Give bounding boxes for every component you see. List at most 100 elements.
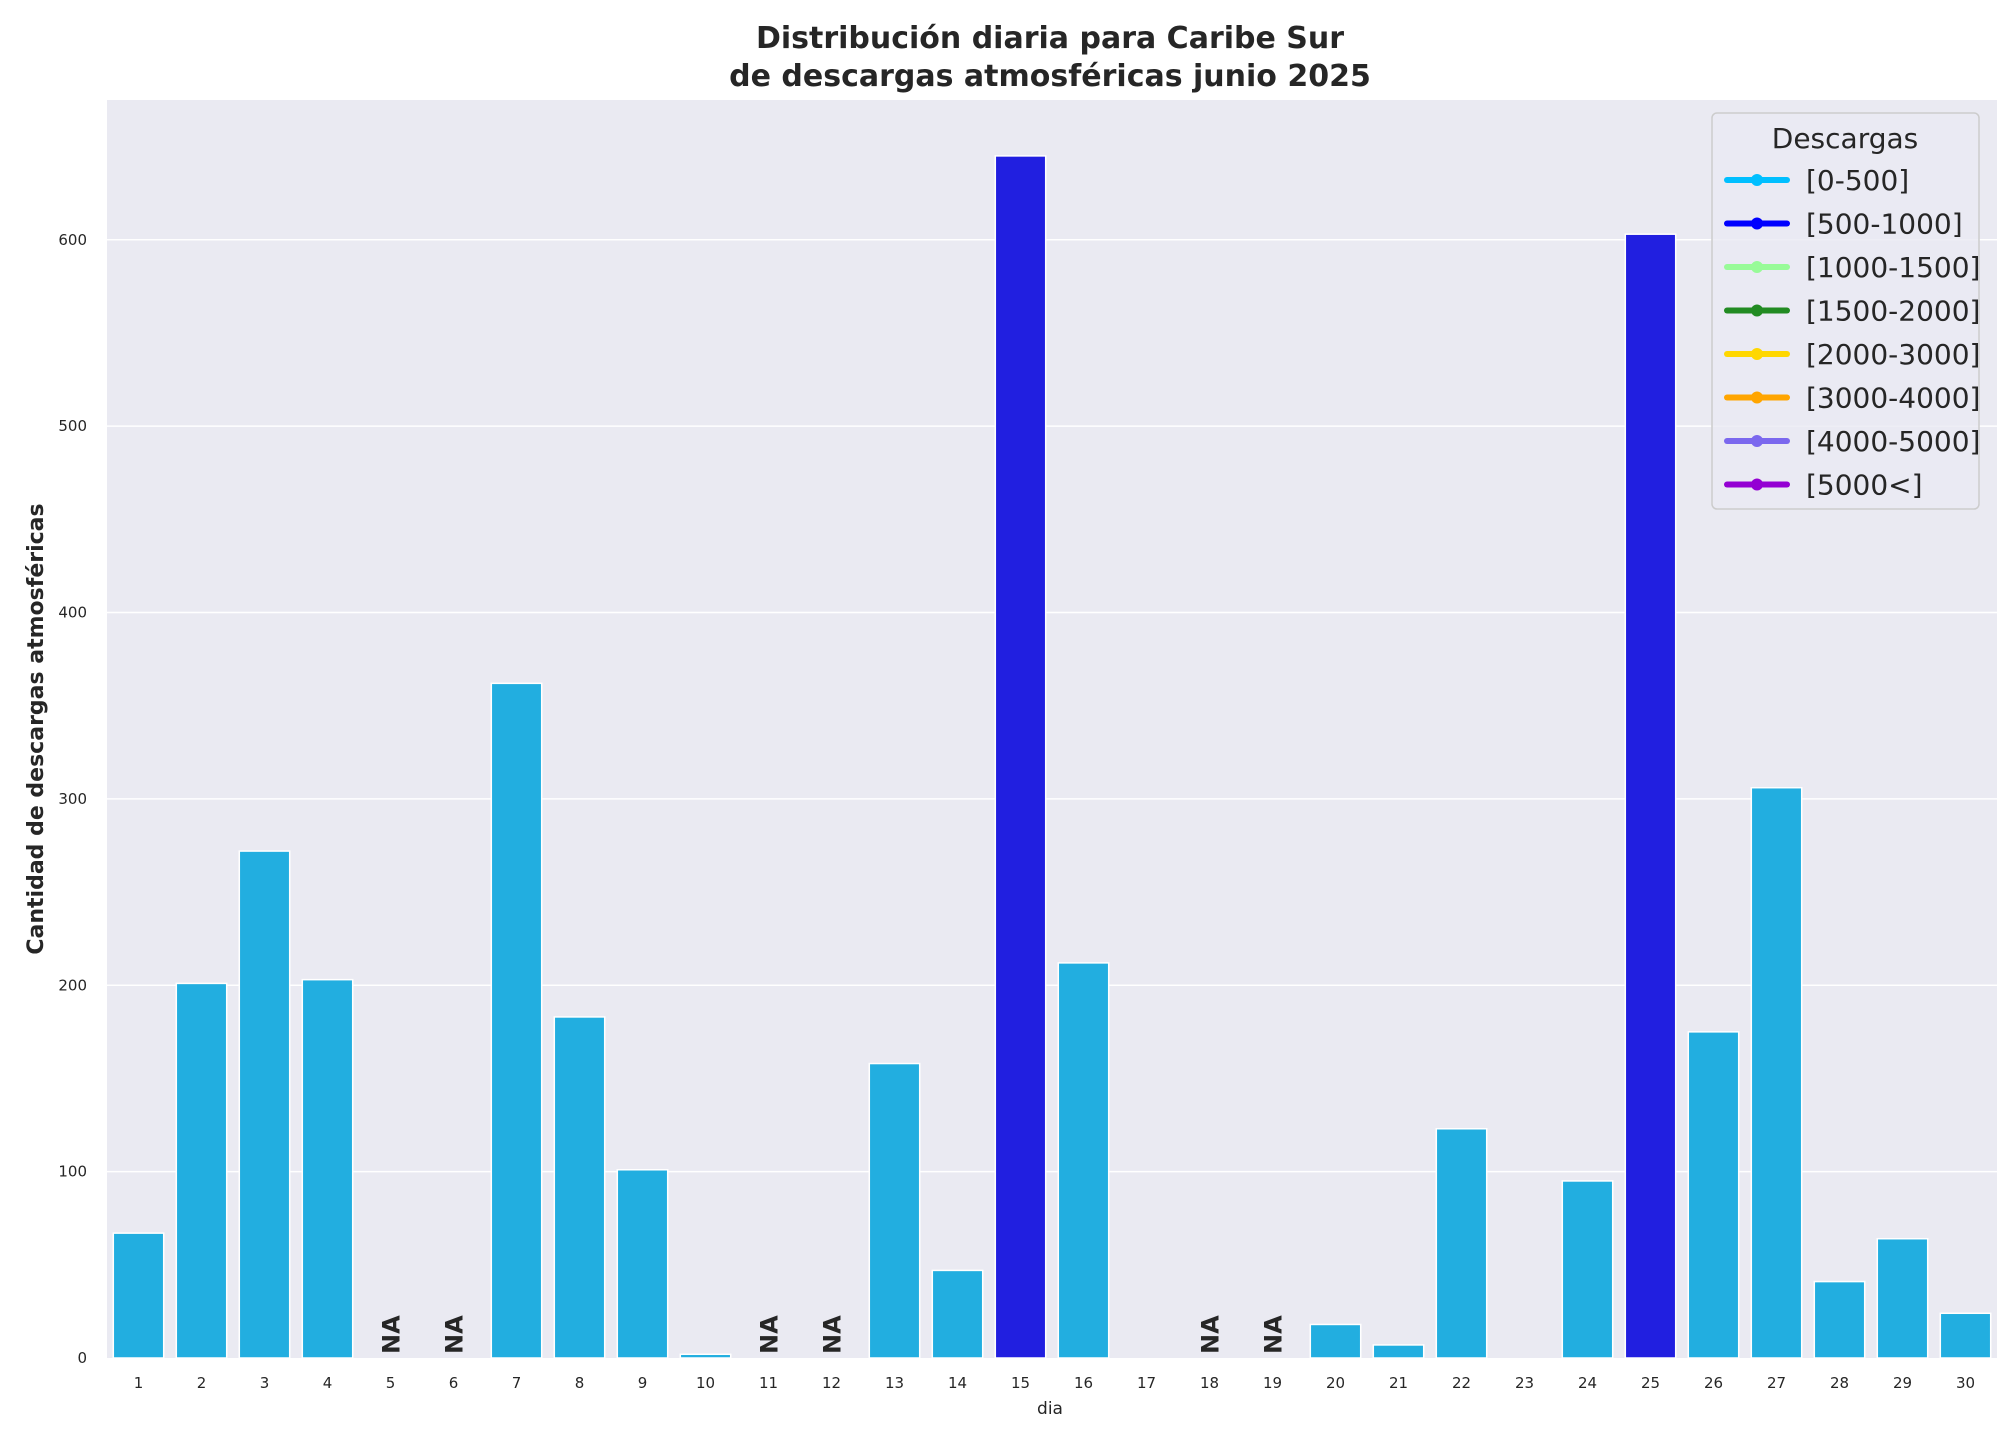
- legend-item: [1000-1500]: [1724, 251, 1980, 284]
- bar: [1687, 1031, 1740, 1359]
- plot-area: [107, 100, 1997, 1358]
- bar: [1561, 1180, 1614, 1359]
- legend-swatch-marker: [1751, 261, 1763, 273]
- na-label: NA: [819, 1315, 847, 1354]
- bar: [175, 982, 228, 1359]
- x-tick-label: 30: [1956, 1374, 1975, 1392]
- na-label: NA: [441, 1315, 469, 1354]
- x-tick-label: 29: [1893, 1374, 1912, 1392]
- x-tick-label: 18: [1200, 1374, 1219, 1392]
- legend-swatch-marker: [1751, 348, 1763, 360]
- na-label: NA: [1197, 1315, 1225, 1354]
- y-tick-label: 200: [58, 976, 87, 994]
- bar: [490, 682, 543, 1359]
- y-tick-label: 300: [58, 790, 87, 808]
- bar: [301, 978, 354, 1359]
- x-tick-label: 7: [512, 1374, 522, 1392]
- bar: [112, 1232, 165, 1359]
- x-tick-label: 2: [197, 1374, 207, 1392]
- gridlines: [107, 239, 1997, 1173]
- x-tick-label: 12: [822, 1374, 841, 1392]
- x-tick-label: 1: [134, 1374, 144, 1392]
- legend-label: [1000-1500]: [1806, 251, 1980, 284]
- legend-label: [4000-5000]: [1806, 425, 1980, 458]
- y-tick-label: 400: [58, 604, 87, 622]
- x-tick-label: 9: [638, 1374, 648, 1392]
- legend-label: [0-500]: [1806, 164, 1909, 197]
- x-tick-label: 13: [885, 1374, 904, 1392]
- legend-label: [2000-3000]: [1806, 338, 1980, 371]
- x-tick-label: 3: [260, 1374, 270, 1392]
- x-axis-label: dia: [1037, 1399, 1063, 1419]
- x-tick-label: 26: [1704, 1374, 1723, 1392]
- legend-frame: [1711, 112, 1980, 510]
- x-tick-label: 15: [1011, 1374, 1030, 1392]
- na-label: NA: [378, 1315, 406, 1354]
- na-label: NA: [1260, 1315, 1288, 1354]
- x-tick-labels: 1 2 3 4 5 6 7 8 9 10 11 12 13 14 15 16 17 18 19 20 21 22 23 24 2…: [134, 1374, 1975, 1392]
- legend-title: Descargas: [1772, 122, 1918, 155]
- bar: [1750, 786, 1803, 1359]
- x-tick-label: 21: [1389, 1374, 1408, 1392]
- legend-item: [4000-5000]: [1724, 425, 1980, 458]
- na-label: NA: [756, 1315, 784, 1354]
- bar: [1372, 1344, 1425, 1359]
- legend-item: [2000-3000]: [1724, 338, 1980, 371]
- y-axis-label: Cantidad de descargas atmosféricas: [24, 503, 49, 954]
- bar: [1813, 1280, 1866, 1359]
- legend-item: [1500-2000]: [1724, 295, 1980, 328]
- x-tick-label: 17: [1137, 1374, 1156, 1392]
- legend-item: [500-1000]: [1724, 208, 1963, 241]
- x-tick-label: 6: [449, 1374, 459, 1392]
- legend-label: [500-1000]: [1806, 208, 1963, 241]
- x-tick-label: 28: [1830, 1374, 1849, 1392]
- x-tick-label: 20: [1326, 1374, 1345, 1392]
- legend-swatch-marker: [1751, 304, 1763, 317]
- x-tick-label: 24: [1578, 1374, 1597, 1392]
- legend-label: [5000<]: [1806, 469, 1923, 502]
- bar: [553, 1016, 606, 1359]
- legend-swatch-marker: [1751, 391, 1763, 404]
- bar: [238, 850, 291, 1359]
- legend-swatch-marker: [1751, 435, 1763, 447]
- bar: [1435, 1128, 1488, 1359]
- legend-label: [3000-4000]: [1806, 382, 1980, 415]
- y-tick-label: 100: [58, 1163, 87, 1181]
- bar: [1939, 1312, 1992, 1359]
- bar: [679, 1353, 732, 1359]
- legend-items: [0-500] [500-1000] [1000-1500] [1500-2000] […: [1724, 164, 1980, 502]
- y-tick-label: 600: [58, 231, 87, 249]
- legend: Descargas [0-500] [500-1000] [1000-1500] [1…: [1711, 112, 1980, 510]
- x-tick-label: 4: [323, 1374, 333, 1392]
- bar: [1309, 1323, 1362, 1359]
- legend-item: [3000-4000]: [1724, 382, 1980, 415]
- y-tick-labels: 0 100 200 300 400 500 600: [58, 231, 87, 1367]
- bar: [868, 1062, 921, 1359]
- y-tick-label: 500: [58, 417, 87, 435]
- legend-swatch-marker: [1751, 217, 1763, 230]
- x-tick-label: 14: [948, 1374, 967, 1392]
- missing-value-labels: NA NA NA NA NA NA: [378, 1315, 1288, 1354]
- bar: [994, 155, 1047, 1359]
- bar: [1876, 1237, 1929, 1359]
- bar: [1624, 233, 1677, 1359]
- x-tick-label: 19: [1263, 1374, 1282, 1392]
- bar: [931, 1269, 984, 1359]
- legend-item: [0-500]: [1724, 164, 1909, 197]
- chart-title-line-2: de descargas atmosféricas junio 2025: [729, 59, 1371, 94]
- legend-label: [1500-2000]: [1806, 295, 1980, 328]
- legend-swatch-marker: [1751, 478, 1763, 491]
- bar: [616, 1169, 669, 1359]
- x-tick-label: 11: [759, 1374, 778, 1392]
- bars: [112, 155, 1992, 1359]
- x-tick-label: 8: [575, 1374, 585, 1392]
- y-tick-label: 0: [77, 1349, 87, 1367]
- x-tick-label: 16: [1074, 1374, 1093, 1392]
- x-tick-label: 23: [1515, 1374, 1534, 1392]
- chart-title-line-1: Distribución diaria para Caribe Sur: [756, 21, 1344, 56]
- legend-item: [5000<]: [1724, 469, 1923, 502]
- legend-swatch-marker: [1751, 174, 1763, 186]
- x-tick-label: 10: [696, 1374, 715, 1392]
- x-tick-label: 22: [1452, 1374, 1471, 1392]
